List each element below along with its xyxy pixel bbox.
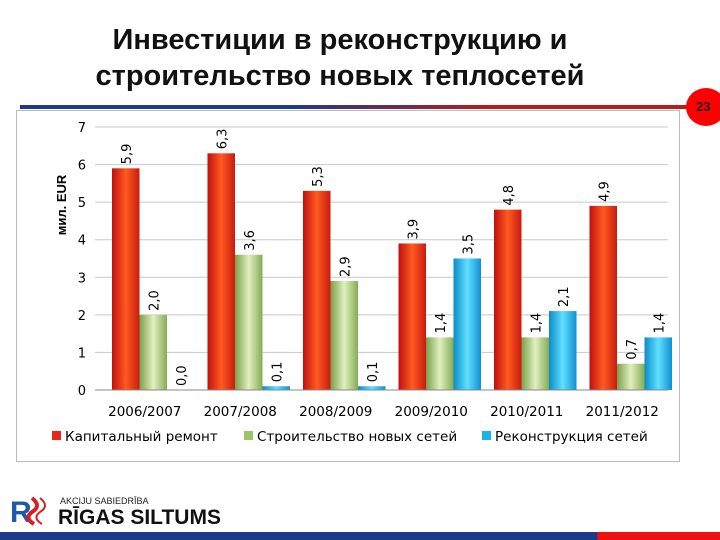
company-logo: R AKCIJU SABIEDRĪBA RĪGAS SILTUMS xyxy=(10,492,230,528)
data-label: 2,1 xyxy=(557,286,572,307)
page-title: Инвестиции в реконструкцию и строительст… xyxy=(95,24,585,92)
data-label: 6,3 xyxy=(215,129,230,150)
data-label: 4,8 xyxy=(502,185,517,206)
data-label: 0,7 xyxy=(625,339,640,360)
legend-swatch xyxy=(482,431,491,440)
bar-2 xyxy=(358,386,386,390)
title-divider xyxy=(20,105,700,109)
bar-1 xyxy=(521,337,549,390)
data-label: 1,4 xyxy=(434,313,449,334)
x-tick-label: 2011/2012 xyxy=(586,404,659,420)
y-tick-label: 7 xyxy=(78,121,86,136)
data-label: 3,9 xyxy=(406,219,421,240)
y-tick-label: 3 xyxy=(78,271,86,286)
y-tick-label: 2 xyxy=(78,309,86,324)
bar-1 xyxy=(330,281,358,390)
y-tick-label: 4 xyxy=(78,234,86,249)
bar-2 xyxy=(644,337,672,390)
footer-bar xyxy=(0,532,720,540)
x-tick-label: 2009/2010 xyxy=(395,404,468,420)
data-label: 0,1 xyxy=(270,362,285,383)
bar-0 xyxy=(207,153,235,390)
x-tick-label: 2007/2008 xyxy=(204,404,277,420)
bar-0 xyxy=(303,190,331,390)
y-tick-label: 6 xyxy=(78,159,86,174)
data-label: 5,3 xyxy=(311,166,326,187)
data-label: 1,4 xyxy=(652,313,667,334)
data-label: 3,5 xyxy=(461,234,476,255)
chart-frame xyxy=(16,110,680,462)
bar-1 xyxy=(426,337,454,390)
bar-1 xyxy=(139,314,167,390)
bar-1 xyxy=(235,254,263,390)
data-label: 2,9 xyxy=(338,256,353,277)
data-label: 0,1 xyxy=(366,362,381,383)
legend-swatch xyxy=(52,431,61,440)
svg-text:R: R xyxy=(10,496,32,528)
y-tick-label: 1 xyxy=(78,346,86,361)
legend-swatch xyxy=(244,431,253,440)
data-label: 2,0 xyxy=(147,290,162,311)
data-label: 0,0 xyxy=(175,365,190,386)
bar-2 xyxy=(453,258,481,390)
page-number-badge: 23 xyxy=(686,88,720,126)
x-tick-label: 2008/2009 xyxy=(299,404,372,420)
bar-1 xyxy=(617,363,645,390)
data-label: 5,9 xyxy=(120,144,135,165)
bar-0 xyxy=(589,205,617,390)
legend-label: Строительство новых сетей xyxy=(257,429,457,445)
logo-subtitle: AKCIJU SABIEDRĪBA xyxy=(60,496,149,506)
logo-name: RĪGAS SILTUMS xyxy=(58,506,221,528)
data-label: 4,9 xyxy=(597,181,612,202)
bar-2 xyxy=(549,311,577,390)
x-tick-label: 2006/2007 xyxy=(108,404,181,420)
bar-0 xyxy=(398,243,426,390)
y-tick-label: 0 xyxy=(78,384,86,399)
legend-label: Реконструкция сетей xyxy=(495,429,648,445)
bar-2 xyxy=(262,386,290,390)
data-label: 1,4 xyxy=(529,313,544,334)
bar-0 xyxy=(112,168,140,390)
legend-label: Капитальный ремонт xyxy=(65,429,218,445)
y-axis-label: мил. EUR xyxy=(54,174,69,235)
x-tick-label: 2010/2011 xyxy=(490,404,563,420)
bar-0 xyxy=(494,209,522,390)
data-label: 3,6 xyxy=(243,230,258,251)
y-tick-label: 5 xyxy=(78,196,86,211)
